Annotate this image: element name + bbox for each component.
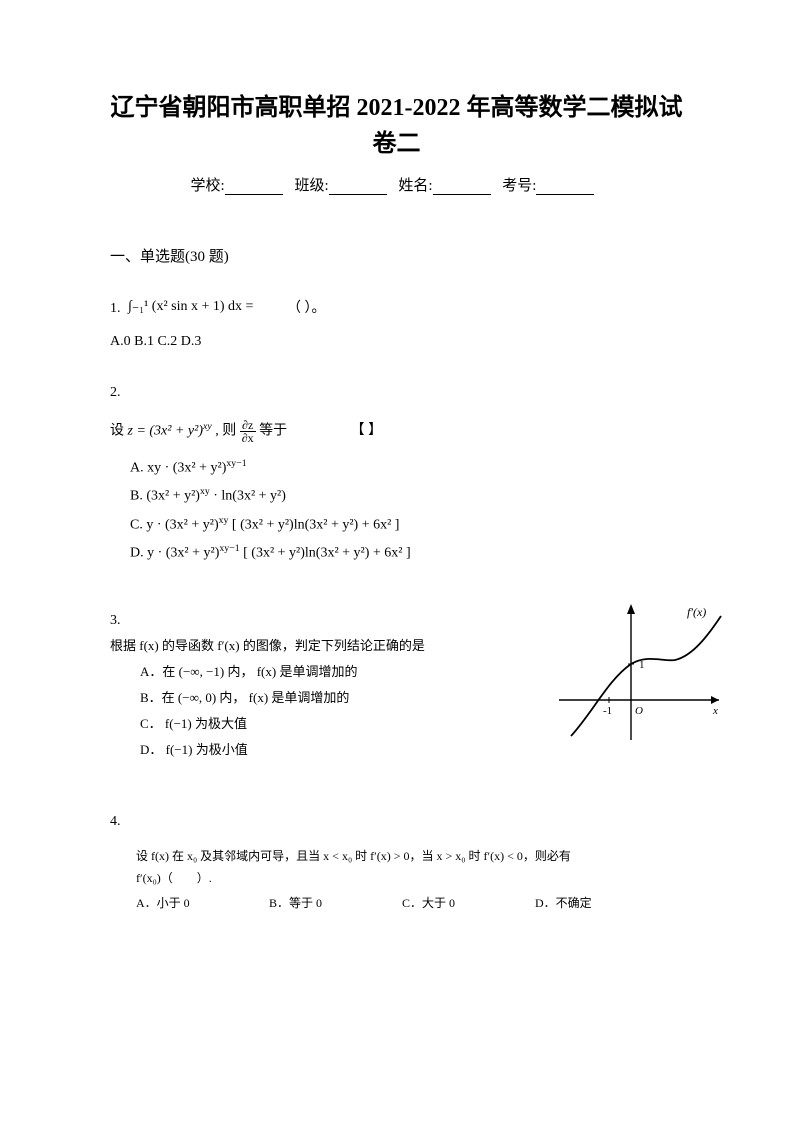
q3-number: 3. [110, 608, 121, 633]
q2-options: A. xy · (3x² + y²)xy−1 B. (3x² + y²)xy ·… [130, 454, 683, 569]
q2-bracket: 【 】 [351, 418, 383, 443]
q1-paren: （ ）。 [287, 301, 326, 316]
q2-option-d: D. y · (3x² + y²)xy−1 [ (3x² + y²)ln(3x²… [130, 539, 683, 568]
svg-text:O: O [635, 705, 643, 717]
q2-option-b: B. (3x² + y²)xy · ln(3x² + y²) [130, 482, 683, 511]
svg-text:f′(x): f′(x) [687, 605, 706, 619]
page-title: 辽宁省朝阳市高职单招 2021-2022 年高等数学二模拟试卷二 [110, 90, 683, 162]
q2-stem-exp: xy [203, 421, 212, 432]
q4-stem2: f′(x₀)（ ）. [136, 867, 683, 890]
q2-option-c: C. y · (3x² + y²)xy [ (3x² + y²)ln(3x² +… [130, 511, 683, 540]
section-header: 一、单选题(30 题) [110, 245, 683, 266]
svg-text:-1: -1 [603, 705, 612, 717]
question-4: 4. 设 f(x) 在 x₀ 及其邻域内可导，且当 x < x₀ 时 f′(x)… [110, 809, 683, 915]
q2-stem-suffix: 等于 [256, 423, 288, 438]
q2-stem-z: z = (3x² + y²) [128, 423, 204, 438]
q2-stem-prefix: 设 [110, 423, 128, 438]
class-label: 班级: [294, 178, 328, 194]
q4-inner: 设 f(x) 在 x₀ 及其邻域内可导，且当 x < x₀ 时 f′(x) > … [136, 845, 683, 915]
q1-number: 1. [110, 296, 121, 321]
q4-option-a: A．小于 0 [136, 892, 266, 915]
q4-stem: 设 f(x) 在 x₀ 及其邻域内可导，且当 x < x₀ 时 f′(x) > … [136, 845, 683, 868]
svg-text:x: x [712, 705, 718, 717]
q4-option-c: C．大于 0 [402, 892, 532, 915]
q2-stem: 设 z = (3x² + y²)xy , 则 ∂z∂x 等于 【 】 [110, 418, 683, 444]
q2-frac-num: ∂z [240, 419, 256, 432]
q2-frac-den: ∂x [240, 432, 256, 444]
q2-option-a: A. xy · (3x² + y²)xy−1 [130, 454, 683, 483]
q1-answers: A.0 B.1 C.2 D.3 [110, 329, 683, 354]
q2-stem-mid: , 则 [212, 423, 240, 438]
q4-number: 4. [110, 809, 121, 834]
question-2: 2. 设 z = (3x² + y²)xy , 则 ∂z∂x 等于 【 】 A.… [110, 380, 683, 568]
q2-fraction: ∂z∂x [240, 419, 256, 444]
class-blank [329, 179, 387, 195]
school-blank [225, 179, 283, 195]
q4-option-d: D．不确定 [535, 892, 665, 915]
q4-option-b: B．等于 0 [269, 892, 399, 915]
school-label: 学校: [191, 178, 225, 194]
question-1: 1. ∫₋₁¹ (x² sin x + 1) dx = （ ）。 A.0 B.1… [110, 294, 683, 354]
name-label: 姓名: [398, 178, 432, 194]
q4-options: A．小于 0 B．等于 0 C．大于 0 D．不确定 [136, 892, 683, 915]
examno-label: 考号: [502, 178, 536, 194]
question-3: 3. 根据 f(x) 的导函数 f′(x) 的图像，判定下列结论正确的是 A．在… [110, 608, 683, 763]
info-line: 学校: 班级: 姓名: 考号: [110, 174, 683, 195]
examno-blank [536, 179, 594, 195]
q2-number: 2. [110, 380, 121, 405]
q3-graph-svg: -11Oxf′(x) [553, 602, 723, 742]
name-blank [433, 179, 491, 195]
q1-integral: ∫₋₁¹ (x² sin x + 1) dx = [128, 294, 253, 323]
q3-graph: -11Oxf′(x) [553, 602, 723, 751]
